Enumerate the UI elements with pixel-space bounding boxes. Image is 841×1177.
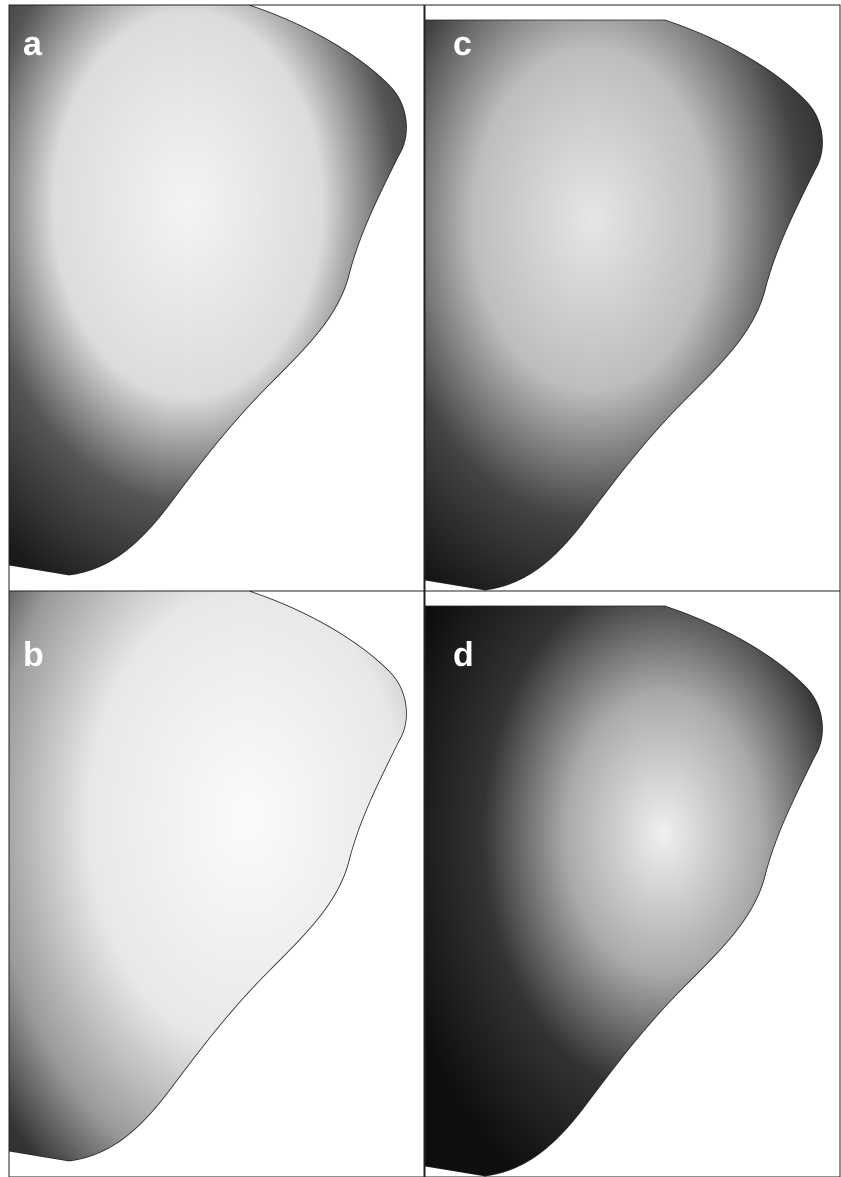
figure: a c b d: [0, 0, 841, 1177]
panel-label: c: [453, 25, 472, 63]
panel-b: b: [9, 591, 424, 1177]
panel-c: c: [425, 5, 840, 591]
panel-label: d: [453, 636, 474, 674]
panel-label: a: [23, 25, 43, 63]
panel-a: a: [9, 5, 424, 591]
panel-label: b: [23, 636, 44, 674]
panel-d: d: [425, 591, 840, 1177]
